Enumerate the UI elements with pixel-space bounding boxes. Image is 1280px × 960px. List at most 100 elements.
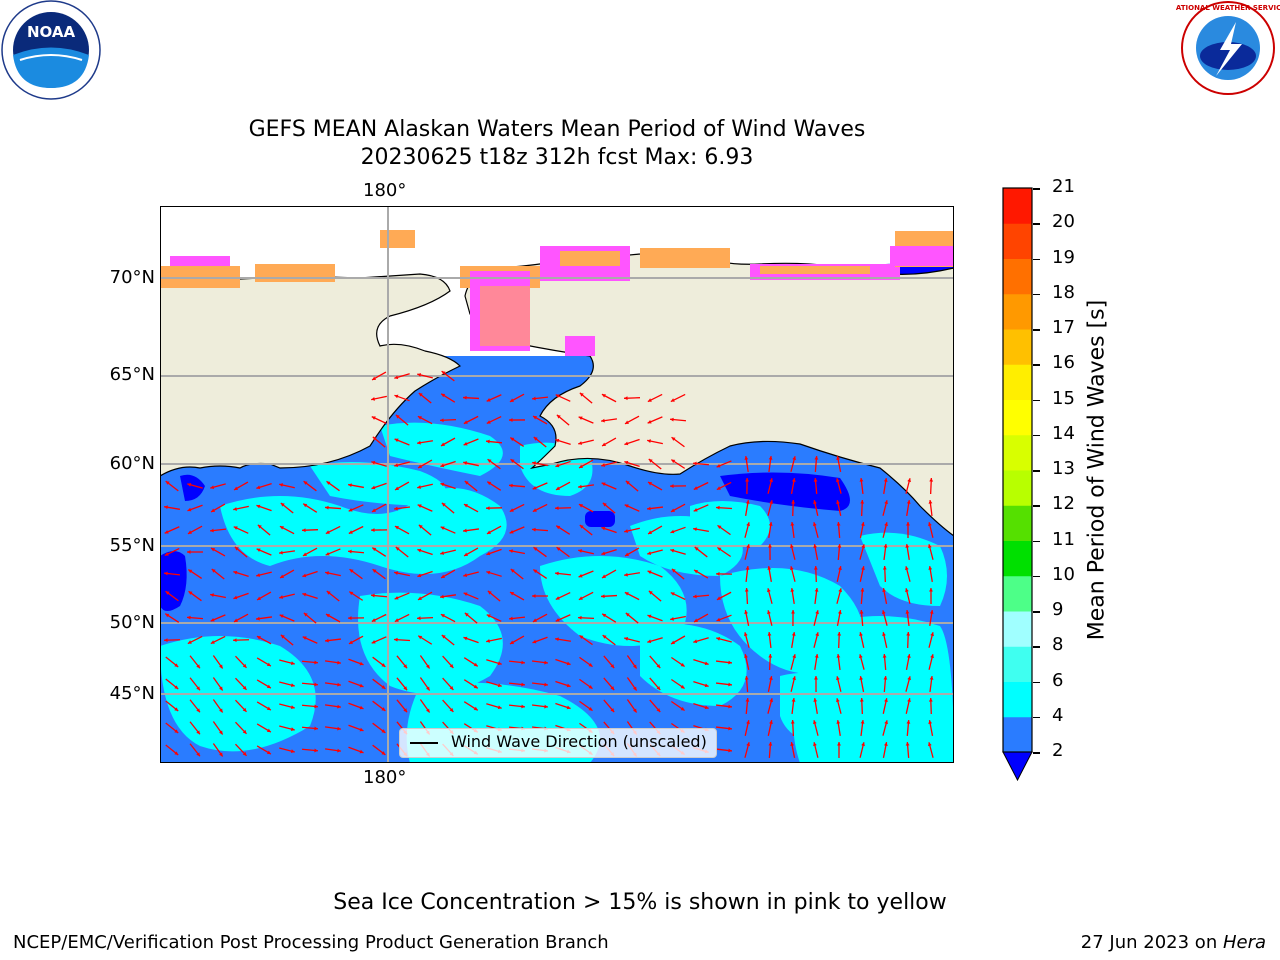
wind-arrow-head (837, 632, 842, 636)
wind-arrow-head (440, 594, 444, 599)
wind-arrow-head (371, 397, 375, 401)
wind-arrow-head (648, 459, 653, 463)
wind-arrow-head (418, 464, 423, 468)
wind-arrow-head (744, 456, 749, 460)
wind-arrow-head (521, 682, 525, 687)
wind-arrow-head (497, 661, 502, 666)
wind-arrow-head (648, 530, 653, 534)
wind-arrow-head (211, 548, 216, 552)
wind-arrow-head (838, 588, 843, 593)
wind-arrow-head (372, 376, 377, 380)
wind-arrow-head (371, 618, 376, 622)
wind-arrow-head (290, 705, 295, 709)
wind-arrow-head (694, 618, 699, 622)
wind-arrow-head (371, 508, 376, 512)
wind-arrow-head (929, 588, 933, 592)
wind-arrow-head (670, 616, 674, 621)
wind-arrow-head (656, 708, 661, 713)
wind-arrow-head (768, 742, 773, 746)
wind-arrow-head (418, 524, 423, 529)
wind-arrow-head (906, 654, 911, 658)
wind-arrow-head (487, 459, 492, 463)
wind-arrow-head (906, 632, 911, 636)
wind-arrow-head (716, 486, 721, 490)
wind-arrow-head (791, 478, 796, 482)
wind-arrow-head (165, 613, 170, 618)
wind-arrow-head (242, 729, 247, 734)
wind-arrow-head (861, 544, 866, 549)
wind-arrow-head (521, 660, 525, 665)
wind-arrow-head (838, 566, 842, 571)
wind-arrow-head (544, 704, 548, 709)
colorbar-tick (1033, 540, 1040, 542)
wind-arrow-head (234, 486, 239, 490)
wind-arrow-head (509, 616, 513, 621)
noaa-logo: NOAA (1, 0, 101, 100)
wind-arrow-head (233, 526, 238, 530)
wind-arrow-head (624, 504, 629, 508)
wind-arrow-head (704, 661, 709, 666)
wind-arrow-head (555, 438, 560, 443)
wind-arrow-head (680, 684, 685, 689)
wind-arrow-head (219, 730, 223, 735)
colorbar-segment (1003, 716, 1032, 753)
wind-arrow-head (884, 720, 889, 725)
wind-arrow-head (647, 551, 652, 555)
wind-arrow-head (588, 707, 593, 711)
colorbar-segment (1003, 188, 1032, 224)
colorbar-tick (1033, 470, 1040, 472)
lon-label-bottom: 180° (363, 767, 407, 788)
wind-arrow-head (929, 610, 934, 614)
wind-arrow-head (717, 525, 722, 529)
wind-arrow-head (728, 726, 732, 731)
wind-arrow-head (566, 661, 571, 666)
wind-arrow-head (210, 593, 214, 598)
wind-arrow-head (417, 416, 422, 420)
wind-arrow-head (266, 706, 271, 711)
wind-arrow-head (394, 618, 399, 622)
wind-arrow-head (837, 742, 841, 746)
wind-arrow-head (256, 485, 261, 490)
wind-arrow-head (417, 373, 422, 377)
wind-arrow-head (555, 506, 559, 511)
wind-arrow-head (266, 728, 271, 733)
wind-arrow-head (746, 742, 751, 747)
wind-arrow-head (371, 640, 376, 644)
wind-arrow-head (791, 698, 796, 702)
wind-arrow-head (745, 478, 749, 482)
wind-arrow-head (256, 573, 261, 577)
wind-arrow-head (859, 698, 864, 702)
wind-arrow-head (314, 704, 318, 709)
wind-arrow-head (836, 698, 840, 703)
wind-arrow-head (813, 478, 818, 482)
wind-arrow-head (441, 442, 446, 446)
wind-arrow-head (473, 684, 478, 689)
colorbar-tick-label: 2 (1052, 740, 1064, 761)
colorbar-segment (1003, 223, 1032, 259)
wind-arrow-head (625, 612, 630, 617)
wind-arrow-head (625, 480, 630, 485)
wind-arrow-head (859, 632, 863, 637)
wind-arrow-head (746, 544, 750, 549)
wind-arrow-head (486, 398, 491, 402)
wind-arrow-head (486, 420, 491, 424)
wind-arrow-head (837, 610, 842, 614)
wind-arrow-head (610, 664, 615, 669)
wind-arrow-head (930, 654, 934, 659)
wind-arrow-head (693, 594, 697, 599)
wind-arrow-head (326, 591, 331, 595)
graticule (160, 206, 954, 763)
colorbar-tick-label: 21 (1052, 176, 1075, 197)
wind-arrow-head (881, 610, 886, 615)
wind-arrow-head (234, 546, 239, 551)
wind-arrow-head (463, 573, 468, 577)
colorbar-segment (1003, 540, 1032, 577)
wind-arrow-head (196, 730, 200, 735)
lat-label-60: 60°N (109, 453, 155, 474)
colorbar-tick-label: 10 (1052, 563, 1075, 585)
wind-arrow-head (418, 635, 423, 640)
wind-arrow-head (510, 592, 515, 596)
wind-arrow-head (219, 752, 223, 757)
wind-arrow-head (647, 398, 652, 402)
wind-arrow-head (359, 749, 364, 754)
